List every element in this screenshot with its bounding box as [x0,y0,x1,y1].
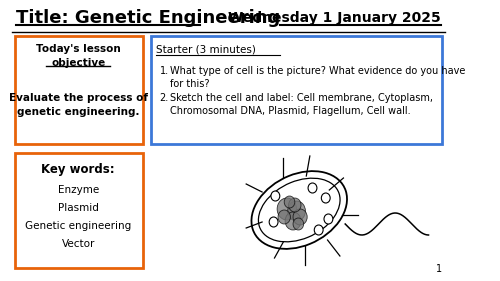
Circle shape [288,198,301,212]
Text: Enzyme: Enzyme [58,185,99,195]
Text: Genetic engineering: Genetic engineering [25,221,132,231]
Circle shape [285,212,301,230]
Circle shape [322,193,330,203]
Circle shape [288,201,306,221]
FancyBboxPatch shape [14,36,143,144]
Circle shape [277,198,296,220]
Circle shape [278,210,290,224]
Text: What type of cell is the picture? What evidence do you have
for this?: What type of cell is the picture? What e… [170,66,466,89]
Circle shape [324,214,333,224]
Text: Key words:: Key words: [42,164,115,176]
Text: Wednesday 1 January 2025: Wednesday 1 January 2025 [228,11,440,25]
Text: 1.: 1. [160,66,168,76]
Circle shape [314,225,323,235]
Circle shape [293,218,304,230]
Text: 1: 1 [436,264,442,274]
Ellipse shape [258,178,340,242]
Text: Starter (3 minutes): Starter (3 minutes) [156,44,256,54]
Text: Today's lesson
objective: Today's lesson objective [36,44,120,68]
FancyBboxPatch shape [150,36,443,144]
Text: Sketch the cell and label: Cell membrane, Cytoplasm,
Chromosomal DNA, Plasmid, F: Sketch the cell and label: Cell membrane… [170,93,433,116]
Circle shape [308,183,317,193]
Text: Vector: Vector [62,239,95,249]
FancyBboxPatch shape [14,153,143,268]
Text: 2.: 2. [160,93,169,103]
Text: Title: Genetic Engineering: Title: Genetic Engineering [16,9,280,27]
Circle shape [293,209,307,225]
Ellipse shape [252,171,347,249]
Circle shape [269,217,278,227]
Text: Plasmid: Plasmid [58,203,98,213]
Circle shape [284,196,295,208]
Circle shape [271,191,280,201]
Text: Evaluate the process of
genetic engineering.: Evaluate the process of genetic engineer… [8,93,147,117]
